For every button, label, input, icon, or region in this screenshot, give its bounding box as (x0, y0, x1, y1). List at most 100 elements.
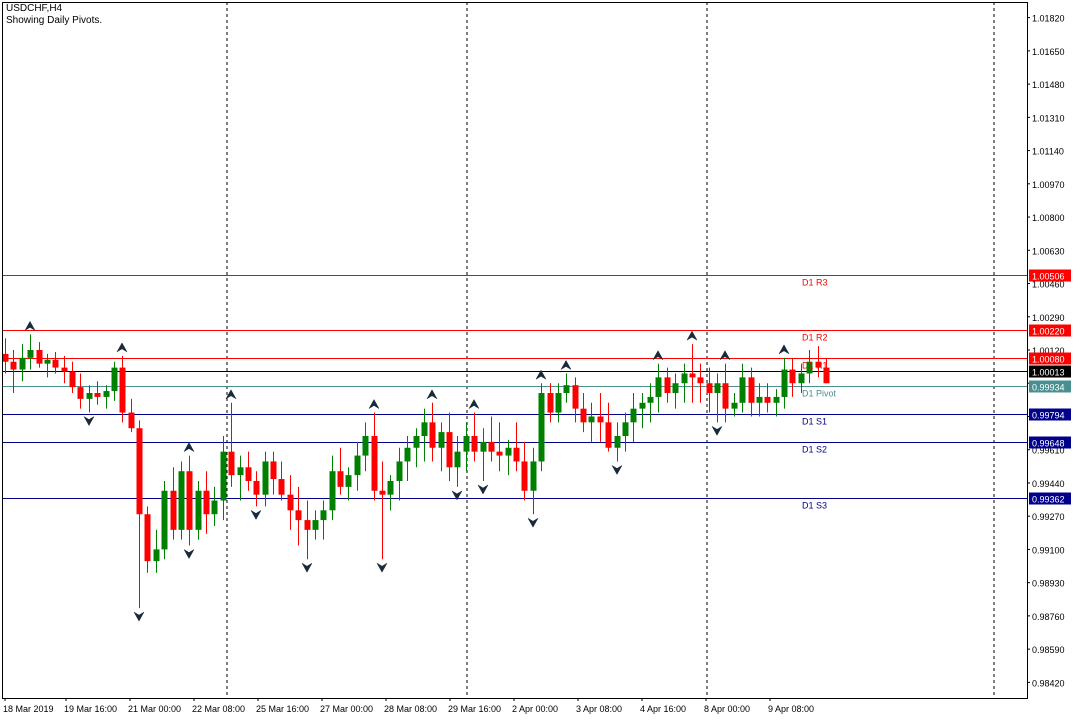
fractal-up-arrow (560, 359, 572, 371)
candle-body (329, 471, 336, 511)
fractal-down-arrow (183, 548, 195, 560)
candle-body (597, 416, 604, 423)
fractal-down-arrow (376, 562, 388, 573)
fractal-up-arrow (183, 442, 195, 453)
candle-body (739, 377, 746, 403)
candle-body (2, 353, 9, 362)
candle-body (513, 447, 520, 462)
pivot-level-label: D1 S2 (802, 445, 827, 455)
fractal-up-arrow (652, 350, 664, 361)
candle-body (446, 432, 453, 468)
candle-body (748, 377, 755, 403)
candle-body (505, 447, 512, 456)
candle-body (781, 369, 788, 397)
plot-frame (2, 2, 1028, 699)
fractal-up-arrow (24, 320, 36, 332)
candle-body (773, 396, 780, 403)
candle-body (396, 461, 403, 481)
y-tick-label: 0.99610 (1032, 446, 1065, 456)
candle-body (69, 371, 76, 388)
y-tick-label: 1.00800 (1032, 213, 1065, 223)
candle-body (27, 350, 34, 358)
chart-subtitle: Showing Daily Pivots. (6, 15, 103, 26)
candle-body (697, 377, 704, 384)
candle-body (438, 432, 445, 448)
y-tick-label: 1.01480 (1032, 80, 1065, 90)
pivot-level-label: D1 S3 (802, 501, 827, 511)
x-tick-label: 9 Apr 08:00 (768, 704, 814, 714)
candle-body (404, 447, 411, 462)
candle-body (798, 373, 805, 384)
candle-body (764, 396, 771, 403)
price-tag-bg (1029, 492, 1071, 505)
candle-body (44, 359, 51, 364)
x-tick-label: 18 Mar 2019 (3, 704, 54, 714)
candle-body (128, 412, 135, 429)
candle-body (86, 393, 93, 399)
price-tag-bg (1029, 324, 1071, 337)
candle-body (304, 520, 311, 530)
fractal-down-arrow (477, 484, 489, 495)
fractal-up-arrow (368, 399, 380, 410)
x-tick-label: 8 Apr 00:00 (704, 704, 750, 714)
y-tick-label: 1.01310 (1032, 113, 1065, 123)
candle-body (572, 385, 579, 409)
pivot-level-label: D1 R1 (802, 361, 828, 371)
candle-body (337, 471, 344, 487)
y-tick-label: 1.01820 (1032, 14, 1065, 24)
candle-body (287, 494, 294, 511)
candle-body (94, 393, 101, 397)
fractal-down-arrow (451, 490, 463, 501)
y-tick-label: 0.99270 (1032, 512, 1065, 522)
y-tick-label: 1.00970 (1032, 180, 1065, 190)
x-tick-label: 19 Mar 16:00 (64, 704, 117, 714)
price-tag-bg (1029, 436, 1071, 449)
candle-body (722, 383, 729, 409)
candle-body (170, 490, 177, 530)
fractal-down-arrow (250, 509, 262, 520)
candle-body (580, 408, 587, 423)
candle-body (295, 510, 302, 521)
candle-body (664, 377, 671, 394)
candle-body (731, 402, 738, 409)
fractal-up-arrow (468, 399, 480, 410)
fractal-up-arrow (778, 344, 790, 355)
fractal-down-arrow (527, 517, 539, 528)
x-tick-label: 3 Apr 08:00 (576, 704, 622, 714)
candle-body (144, 514, 151, 562)
candle-body (521, 461, 528, 491)
y-tick-label: 0.99100 (1032, 545, 1065, 555)
candle-body (689, 373, 696, 378)
candle-body (19, 357, 26, 370)
candle-body (496, 451, 503, 456)
candle-body (647, 396, 654, 403)
candle-body (178, 471, 185, 530)
fractal-down-arrow (711, 425, 723, 436)
price-tag-bg (1029, 380, 1071, 393)
fractal-down-arrow (301, 562, 313, 573)
candle-body (103, 391, 110, 397)
y-tick-label: 1.01140 (1032, 147, 1064, 157)
candle-body (672, 383, 679, 394)
fractal-up-arrow (719, 350, 731, 361)
candle-body (639, 402, 646, 409)
price-tag-value: 0.99362 (1032, 495, 1065, 505)
y-tick-label: 1.00290 (1032, 313, 1065, 323)
price-tag-value: 0.99794 (1032, 411, 1065, 421)
pivot-level-label: D1 S1 (802, 417, 827, 427)
fractal-up-arrow (686, 330, 698, 341)
fractal-down-arrow (83, 415, 95, 427)
candle-body (61, 367, 68, 372)
y-tick-label: 0.99440 (1032, 479, 1065, 489)
x-tick-label: 25 Mar 16:00 (256, 704, 309, 714)
candle-body (387, 480, 394, 495)
candle-body (262, 461, 269, 495)
candle-body (563, 385, 570, 394)
candle-body (488, 441, 495, 452)
candle-body (245, 467, 252, 481)
candle-body (815, 361, 822, 368)
candle-body (270, 461, 277, 480)
x-tick-label: 21 Mar 00:00 (128, 704, 181, 714)
chart-symbol-title: USDCHF,H4 (6, 3, 63, 14)
